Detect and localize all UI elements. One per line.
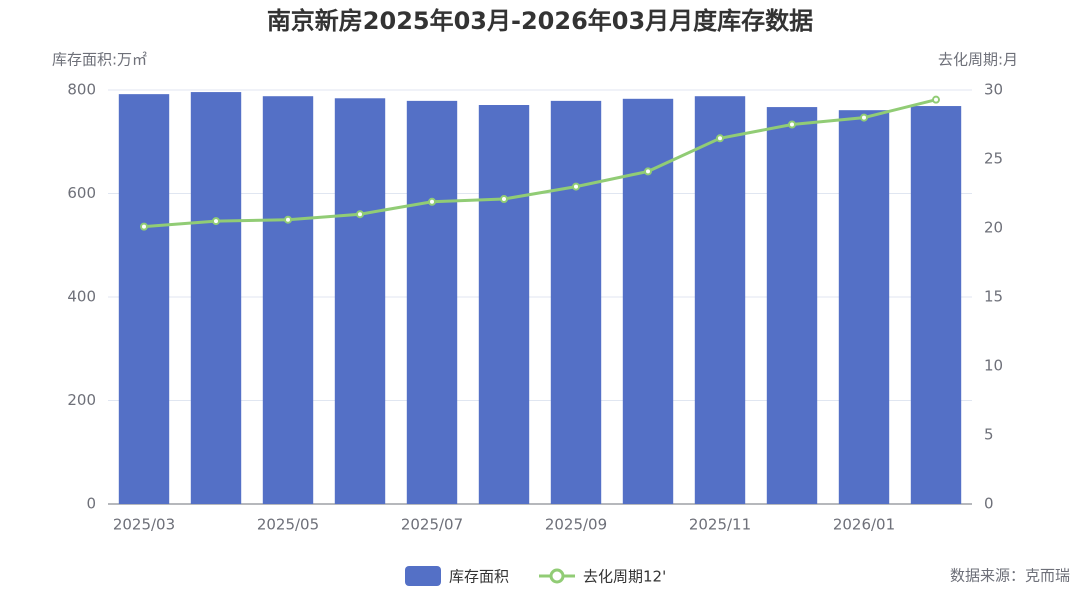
bar: [550, 100, 602, 505]
line-point: [788, 120, 796, 129]
line-point: [644, 167, 652, 176]
chart-title: 南京新房2025年03月-2026年03月月度库存数据: [267, 7, 813, 35]
x-tick-label: 2025/05: [257, 516, 319, 534]
y-tick-label: 400: [67, 288, 96, 306]
line-point: [356, 210, 364, 219]
bar: [190, 92, 242, 504]
bar: [910, 106, 962, 504]
bar: [838, 110, 890, 505]
bar: [406, 100, 458, 505]
y2-axis-label: 去化周期:月: [938, 51, 1018, 69]
y-tick-label: 0: [86, 495, 96, 513]
y2-tick-label: 20: [984, 219, 1003, 237]
x-tick-label: 2025/09: [545, 516, 607, 534]
line-point: [572, 182, 580, 191]
y2-tick-label: 0: [984, 495, 994, 513]
line-point: [932, 95, 940, 104]
legend-swatch: [405, 566, 441, 586]
line-point: [284, 215, 292, 224]
y-tick-label: 800: [67, 81, 96, 99]
bar: [118, 94, 170, 504]
y2-tick-label: 10: [984, 357, 1003, 375]
x-tick-label: 2025/03: [113, 516, 175, 534]
line-point: [140, 222, 148, 231]
y-axis-label: 库存面积:万㎡: [52, 51, 147, 69]
bar: [478, 105, 530, 504]
bar: [622, 98, 674, 505]
source: 数据来源：克而瑞: [950, 567, 1070, 585]
line-point: [716, 134, 724, 143]
x-tick-label: 2026/01: [833, 516, 895, 534]
line: [143, 98, 937, 229]
legend-point: [549, 568, 565, 584]
line-point: [860, 113, 868, 122]
line-point: [212, 217, 220, 226]
y-tick-label: 200: [67, 391, 96, 409]
y-tick-label: 600: [67, 184, 96, 202]
bar: [262, 96, 314, 505]
x-tick-label: 2025/07: [401, 516, 463, 534]
bar: [694, 96, 746, 505]
legend-label: 去化周期12': [583, 568, 666, 586]
legend-label: 库存面积: [449, 568, 509, 586]
y2-tick-label: 30: [984, 81, 1003, 99]
x-tick-label: 2025/11: [689, 516, 751, 534]
bar: [334, 98, 386, 504]
line-point: [500, 195, 508, 204]
y2-tick-label: 5: [984, 426, 994, 444]
line-point: [428, 197, 436, 206]
y2-tick-label: 25: [984, 150, 1003, 168]
bar: [766, 107, 818, 504]
y2-tick-label: 15: [984, 288, 1003, 306]
